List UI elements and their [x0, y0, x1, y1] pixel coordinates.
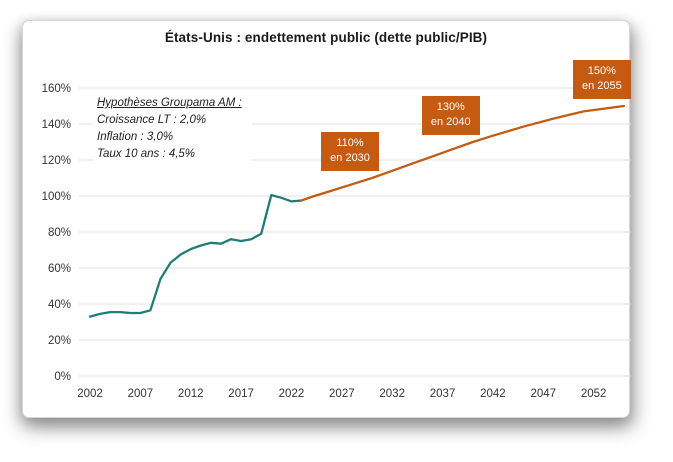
chart-title: États-Unis : endettement public (dette p…	[164, 30, 488, 45]
historical-line	[88, 193, 303, 318]
y-tick-label: 140%	[42, 119, 71, 131]
y-tick-label: 160%	[42, 83, 71, 95]
assumption-line: Inflation : 3,0%	[97, 131, 174, 143]
x-tick-label: 2047	[531, 388, 557, 400]
annotation-value: 110%	[336, 137, 364, 149]
assumption-line: Croissance LT : 2,0%	[97, 114, 207, 126]
annotation-callout-2040: 130% en 2040	[421, 96, 480, 135]
chart-panel: États-Unis : endettement public (dette p…	[22, 20, 631, 418]
y-tick-label: 100%	[42, 191, 71, 203]
annotation-year: en 2040	[430, 116, 471, 128]
y-tick-label: 0%	[54, 371, 71, 383]
x-tick-label: 2027	[329, 388, 355, 400]
y-tick-label: 80%	[48, 227, 71, 239]
assumption-line: Taux 10 ans : 4,5%	[97, 148, 196, 160]
x-tick-label: 2012	[178, 388, 204, 400]
assumptions-box: Hypothèses Groupama AM : Croissance LT :…	[93, 93, 252, 166]
annotation-value: 150%	[587, 65, 616, 77]
assumptions-title: Hypothèses Groupama AM :	[97, 97, 242, 109]
annotation-year: en 2055	[581, 80, 622, 92]
debt-chart: 0% 20% 40% 60% 80% 100% 120% 140% 160% 2002 2007 20…	[42, 83, 631, 400]
x-tick-label: 2002	[77, 388, 103, 400]
x-tick-label: 2032	[379, 388, 405, 400]
x-tick-label: 2017	[228, 388, 254, 400]
x-tick-label: 2022	[279, 388, 305, 400]
y-tick-label: 60%	[48, 263, 71, 275]
annotation-callout-2030: 110% en 2030	[321, 132, 380, 171]
x-tick-label: 2037	[430, 388, 456, 400]
annotation-value: 130%	[436, 101, 465, 113]
y-tick-label: 40%	[48, 299, 71, 311]
y-tick-label: 120%	[42, 155, 71, 167]
annotation-year: en 2030	[330, 152, 370, 164]
x-tick-label: 2007	[128, 388, 154, 400]
annotation-callout-2055: 150% en 2055	[572, 60, 631, 99]
projection-line	[300, 104, 626, 202]
x-tick-label: 2042	[480, 388, 506, 400]
y-tick-label: 20%	[48, 335, 71, 347]
x-tick-label: 2052	[581, 388, 607, 400]
